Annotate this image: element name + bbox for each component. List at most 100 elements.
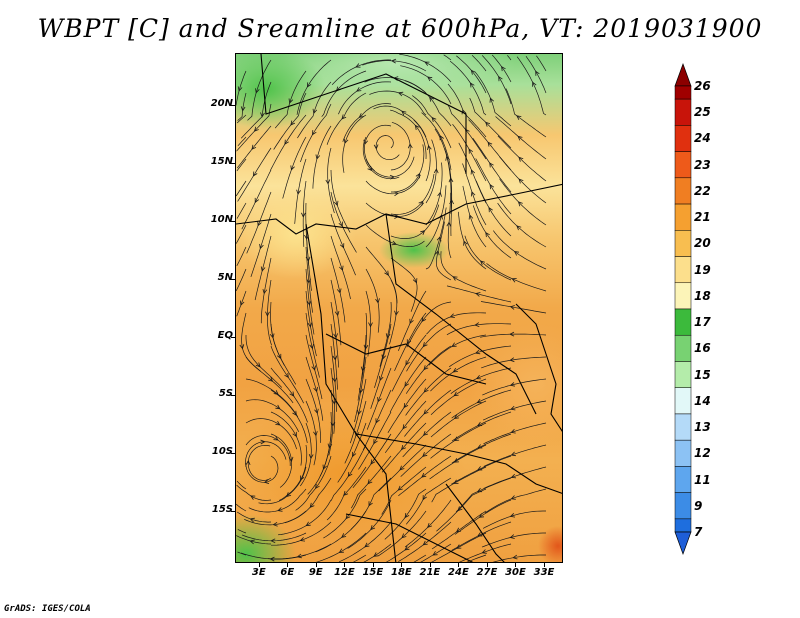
streamline bbox=[451, 455, 512, 485]
streamline bbox=[482, 510, 546, 529]
lat-tick-label: 20N bbox=[210, 98, 233, 110]
streamline-arrow bbox=[453, 436, 460, 442]
streamline-arrow bbox=[272, 521, 278, 527]
colorbar-level-label: 7 bbox=[694, 525, 703, 539]
streamline-arrow bbox=[255, 88, 260, 94]
streamline bbox=[271, 521, 332, 546]
colorbar-level-label: 14 bbox=[694, 393, 711, 408]
streamline-arrow bbox=[463, 240, 468, 246]
streamline bbox=[404, 499, 452, 548]
colorbar-level-label: 16 bbox=[694, 341, 711, 356]
colorbar bbox=[674, 62, 692, 556]
streamline-arrow bbox=[475, 374, 482, 380]
streamlines bbox=[236, 54, 547, 562]
streamline bbox=[270, 411, 302, 466]
streamline-arrow bbox=[509, 534, 515, 539]
streamline bbox=[404, 80, 452, 127]
streamline-arrow bbox=[422, 452, 428, 457]
streamline-arrow bbox=[257, 221, 262, 227]
streamline bbox=[394, 312, 427, 371]
streamline-arrow bbox=[455, 527, 462, 533]
streamline bbox=[244, 510, 307, 526]
streamline bbox=[405, 477, 452, 525]
streamline bbox=[245, 378, 299, 417]
streamline bbox=[342, 103, 392, 142]
country-borders bbox=[236, 54, 562, 562]
streamline-arrow bbox=[470, 169, 476, 175]
lon-tick-mark bbox=[543, 563, 545, 567]
streamline bbox=[495, 116, 547, 160]
streamline bbox=[483, 422, 547, 445]
streamline-arrow bbox=[347, 471, 353, 478]
streamline-arrow bbox=[336, 288, 342, 294]
streamline-arrow bbox=[314, 408, 319, 414]
streamline-arrow bbox=[518, 178, 524, 184]
lat-tick-mark bbox=[231, 163, 235, 165]
streamline bbox=[505, 88, 547, 138]
streamline-arrow bbox=[251, 144, 257, 150]
streamline bbox=[270, 367, 308, 423]
lon-tick-label: 27E bbox=[476, 567, 498, 578]
streamline-arrow bbox=[338, 548, 344, 553]
streamline bbox=[330, 301, 340, 368]
streamline-arrow bbox=[489, 183, 495, 190]
streamline-arrow bbox=[333, 333, 338, 339]
streamline bbox=[236, 511, 272, 523]
streamline bbox=[353, 554, 367, 562]
streamline bbox=[497, 202, 547, 248]
streamline bbox=[330, 323, 338, 390]
streamline-arrow bbox=[475, 292, 481, 297]
streamline-arrow bbox=[250, 495, 256, 500]
streamline bbox=[482, 378, 547, 396]
streamline-arrow bbox=[311, 365, 316, 371]
streamline bbox=[451, 433, 512, 464]
streamline-arrow bbox=[370, 459, 376, 465]
streamline bbox=[387, 378, 427, 433]
streamline-arrow bbox=[401, 445, 406, 451]
streamline bbox=[389, 356, 427, 413]
streamline-arrow bbox=[517, 201, 523, 207]
streamline-arrow bbox=[368, 501, 373, 507]
streamline bbox=[481, 356, 547, 369]
streamline-arrow bbox=[391, 240, 397, 246]
streamline-arrow bbox=[509, 513, 516, 518]
streamline bbox=[245, 356, 294, 404]
streamline bbox=[236, 158, 247, 172]
streamline bbox=[254, 235, 272, 301]
streamline bbox=[350, 455, 392, 509]
streamline bbox=[449, 345, 512, 368]
streamline-arrow bbox=[489, 162, 494, 168]
streamline bbox=[398, 521, 452, 562]
streamline bbox=[236, 224, 247, 244]
streamline-arrow bbox=[404, 545, 410, 551]
streamline bbox=[236, 290, 247, 317]
colorbar-level-label: 23 bbox=[694, 157, 711, 172]
streamline bbox=[449, 170, 453, 237]
streamline bbox=[413, 554, 427, 562]
streamline bbox=[330, 213, 356, 276]
streamline-arrow bbox=[299, 537, 306, 542]
streamline bbox=[390, 109, 427, 160]
streamline-arrow bbox=[239, 344, 245, 350]
streamline-arrow bbox=[509, 382, 515, 387]
streamline bbox=[481, 532, 546, 548]
streamline-arrow bbox=[260, 439, 266, 445]
streamline-arrow bbox=[284, 139, 289, 145]
streamline bbox=[321, 70, 367, 117]
streamline-arrow bbox=[373, 552, 379, 557]
lon-tick-label: 9E bbox=[308, 567, 323, 578]
streamline-arrow bbox=[470, 191, 476, 197]
streamline-arrow bbox=[427, 522, 433, 529]
streamline bbox=[390, 121, 411, 171]
streamline-arrow bbox=[312, 130, 317, 136]
streamline bbox=[493, 230, 547, 270]
streamline bbox=[248, 488, 307, 513]
streamline bbox=[273, 92, 307, 150]
country-border bbox=[260, 54, 467, 174]
streamline bbox=[362, 136, 400, 180]
colorbar-level-label: 24 bbox=[694, 131, 711, 146]
streamline bbox=[245, 399, 300, 432]
streamline-arrow bbox=[424, 61, 430, 66]
streamline bbox=[390, 173, 435, 215]
streamline-arrow bbox=[301, 212, 306, 218]
